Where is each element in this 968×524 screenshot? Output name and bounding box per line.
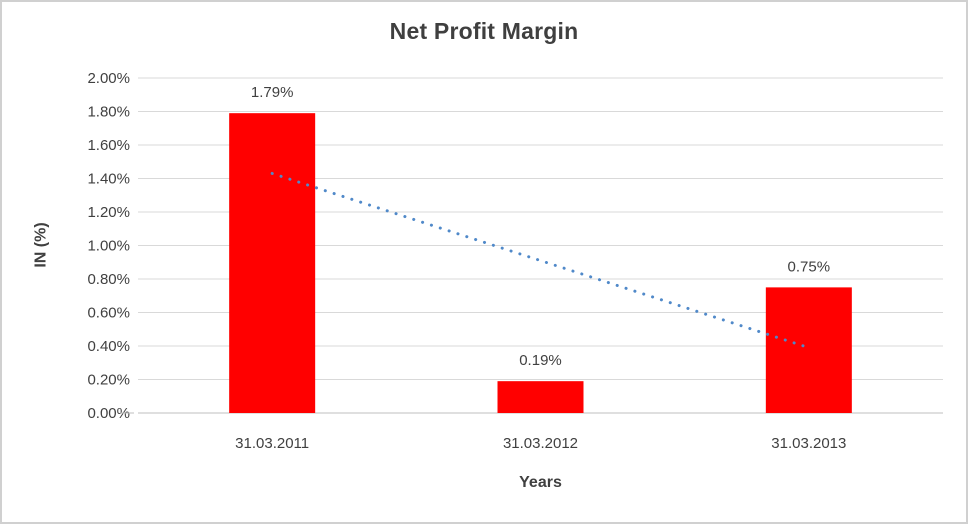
chart-title: Net Profit Margin [389,18,579,44]
y-tick-label: 1.00% [87,238,130,255]
bar-value-label: 1.79% [251,84,294,101]
y-tick-label: 0.20% [87,372,130,389]
y-tick-label: 1.20% [87,204,130,221]
y-tick-label: 0.00% [87,405,130,422]
bar-value-label: 0.75% [788,258,831,275]
x-tick-label: 31.03.2013 [771,435,846,452]
y-tick-label: 0.40% [87,338,130,355]
y-tick-label: 0.60% [87,305,130,322]
bar [765,287,852,413]
bar-value-label: 0.19% [519,352,562,369]
y-tick-label: 0.80% [87,271,130,288]
x-tick-label: 31.03.2012 [503,435,578,452]
y-axis-title-text: IN (%) [33,222,51,268]
y-tick-label: 2.00% [87,70,130,87]
y-tick-label: 1.40% [87,171,130,188]
y-tick-label: 1.60% [87,137,130,154]
x-tick-label: 31.03.2011 [235,435,309,452]
y-tick-label: 1.80% [87,104,130,121]
bar [497,381,584,413]
x-axis-title: Years [519,474,562,491]
bar [229,113,316,414]
trendline [270,171,811,350]
